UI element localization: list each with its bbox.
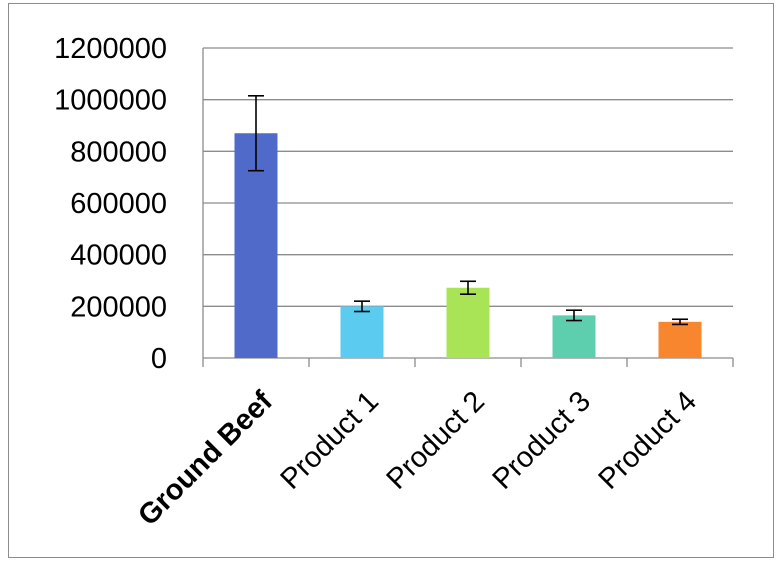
x-tick-label: Product 3 — [487, 385, 597, 495]
gridlines — [203, 47, 733, 307]
bar — [446, 287, 490, 358]
y-tick-label: 800000 — [70, 136, 167, 168]
y-tick-label: 200000 — [70, 291, 167, 323]
bar — [658, 321, 702, 358]
y-tick-label: 1000000 — [54, 85, 167, 117]
y-tick-label: 600000 — [70, 188, 167, 220]
chart-frame — [8, 3, 774, 558]
y-tick-label: 1200000 — [54, 33, 167, 65]
x-tick-label: Product 2 — [381, 385, 491, 495]
y-tick-label: 400000 — [70, 240, 167, 272]
bar — [340, 306, 384, 358]
bar — [552, 315, 596, 358]
x-tick-label: Product 1 — [275, 385, 385, 495]
x-tick-label: Product 4 — [593, 385, 703, 495]
bars — [234, 133, 702, 358]
x-tick-label: Ground Beef — [132, 385, 279, 532]
y-tick-labels: 0 200000 400000 600000 800000 1000000 1200000 — [54, 33, 167, 375]
y-tick-label: 0 — [151, 343, 167, 375]
error-bars — [248, 94, 688, 326]
